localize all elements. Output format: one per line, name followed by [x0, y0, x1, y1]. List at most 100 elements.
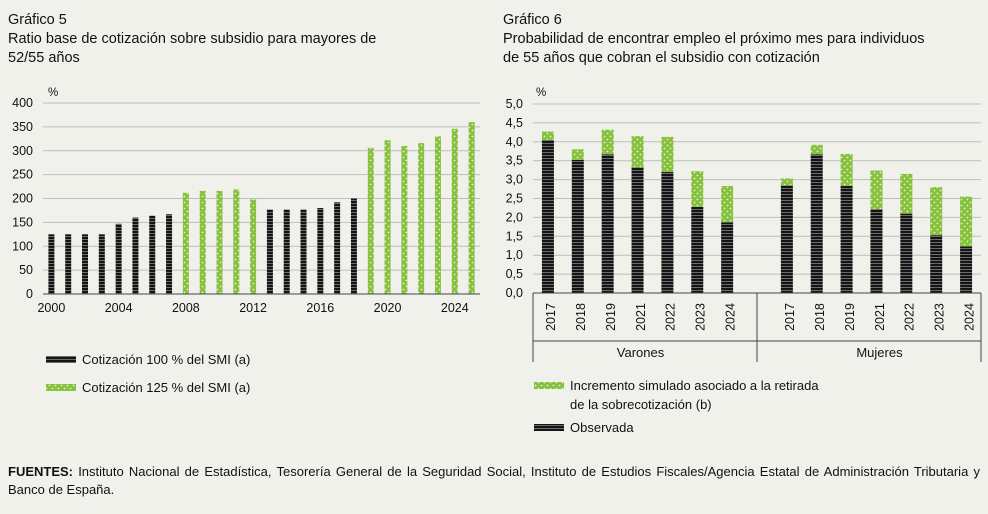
- x-tick-label: 2020: [374, 301, 402, 315]
- legend-swatch: [46, 356, 76, 363]
- bar-incremento-mujeres-2019: [840, 153, 853, 187]
- bar-incremento-varones-2019: [601, 129, 614, 155]
- bar-incremento-varones-2018: [571, 149, 584, 160]
- y-tick-label: 200: [12, 192, 33, 206]
- y-tick-label: 2,5: [506, 192, 523, 206]
- bar-2024: [451, 128, 458, 294]
- y-tick-label: 1,0: [506, 248, 523, 262]
- x-tick-label: 2018: [813, 303, 827, 331]
- bar-2010: [216, 190, 223, 294]
- sources-footer: FUENTES: Instituto Nacional de Estadísti…: [8, 463, 980, 499]
- bar-observada-mujeres-2024: [960, 246, 973, 293]
- bar-2017: [334, 202, 341, 294]
- bar-observada-varones-2024: [721, 222, 734, 293]
- y-tick-label: 0,0: [506, 286, 523, 300]
- y-axis-unit-label: %: [536, 87, 546, 99]
- legend-swatch: [46, 384, 76, 391]
- y-tick-label: 5,0: [506, 97, 523, 111]
- bar-incremento-mujeres-2021: [870, 170, 883, 210]
- chart-6-title-line-2: de 55 años que cobran el subsidio con co…: [503, 50, 820, 66]
- sources-text: Instituto Nacional de Estadística, Tesor…: [8, 464, 980, 497]
- bar-incremento-varones-2024: [721, 186, 734, 223]
- bar-2022: [418, 143, 425, 294]
- y-tick-label: 100: [12, 239, 33, 253]
- bar-2015: [300, 209, 307, 294]
- y-tick-label: 0: [26, 287, 33, 301]
- sources-label: FUENTES:: [8, 464, 73, 479]
- bar-observada-varones-2018: [571, 159, 584, 293]
- x-tick-label: 2008: [172, 301, 200, 315]
- bar-2023: [434, 136, 441, 294]
- y-tick-label: 350: [12, 120, 33, 134]
- chart-6-title-line-1: Probabilidad de encontrar empleo el próx…: [503, 31, 925, 47]
- bar-observada-varones-2021: [631, 167, 644, 293]
- legend-label: Incremento simulado asociado a la retira…: [570, 378, 819, 393]
- x-tick-label: 2022: [664, 303, 678, 331]
- legend-label: Cotización 100 % del SMI (a): [82, 352, 250, 367]
- bar-observada-varones-2022: [661, 172, 674, 293]
- bar-2004: [115, 223, 122, 294]
- bar-observada-mujeres-2019: [840, 186, 853, 293]
- bar-incremento-varones-2021: [631, 136, 644, 168]
- bar-observada-mujeres-2021: [870, 209, 883, 293]
- bar-incremento-varones-2022: [661, 136, 674, 173]
- y-axis-unit-label: %: [48, 87, 58, 99]
- bar-2000: [48, 234, 55, 294]
- y-tick-label: 3,5: [506, 154, 523, 168]
- chart-6-number: Gráfico 6: [503, 12, 562, 28]
- chart-6-title-block: Gráfico 6 Probabilidad de encontrar empl…: [503, 11, 983, 68]
- bar-2006: [149, 215, 156, 294]
- y-tick-label: 400: [12, 96, 33, 110]
- x-tick-label: 2019: [604, 303, 618, 331]
- x-tick-label: 2016: [306, 301, 334, 315]
- bar-incremento-varones-2023: [691, 171, 704, 207]
- x-tick-label: 2004: [105, 301, 133, 315]
- bar-observada-varones-2019: [601, 154, 614, 293]
- chart-5-title-line-2: 52/55 años: [8, 50, 80, 66]
- y-tick-label: 4,0: [506, 135, 523, 149]
- bar-2011: [233, 189, 240, 294]
- legend-label: Cotización 125 % del SMI (a): [82, 380, 250, 395]
- x-tick-label: 2017: [544, 303, 558, 331]
- bar-2016: [317, 208, 324, 294]
- y-tick-label: 0,5: [506, 267, 523, 281]
- bar-2014: [283, 209, 290, 294]
- legend-swatch: [534, 382, 564, 389]
- y-tick-label: 2,0: [506, 210, 523, 224]
- x-tick-label: 2017: [783, 303, 797, 331]
- bar-incremento-mujeres-2017: [780, 178, 793, 186]
- bar-2012: [250, 199, 257, 294]
- bar-observada-mujeres-2017: [780, 185, 793, 293]
- bar-2009: [199, 190, 206, 294]
- bar-incremento-mujeres-2024: [960, 196, 973, 247]
- x-tick-label: 2021: [634, 303, 648, 331]
- bar-incremento-mujeres-2022: [900, 173, 913, 214]
- bar-2021: [401, 145, 408, 294]
- x-tick-label: 2023: [694, 303, 708, 331]
- x-tick-label: 2019: [843, 303, 857, 331]
- group-label-varones: Varones: [617, 345, 665, 360]
- bar-2018: [350, 198, 357, 294]
- x-tick-label: 2012: [239, 301, 267, 315]
- chart-5-number: Gráfico 5: [8, 12, 67, 28]
- x-tick-label: 2023: [932, 303, 946, 331]
- y-tick-label: 300: [12, 144, 33, 158]
- y-tick-label: 3,0: [506, 173, 523, 187]
- y-tick-label: 4,5: [506, 116, 523, 130]
- x-tick-label: 2018: [574, 303, 588, 331]
- x-tick-label: 2024: [441, 301, 469, 315]
- bar-incremento-mujeres-2023: [930, 187, 943, 236]
- bar-2007: [166, 214, 173, 294]
- legend-swatch: [534, 424, 564, 431]
- x-tick-label: 2024: [723, 303, 737, 331]
- chart-5-title-block: Gráfico 5 Ratio base de cotización sobre…: [8, 11, 438, 68]
- bar-observada-mujeres-2023: [930, 235, 943, 293]
- bar-incremento-mujeres-2018: [810, 144, 823, 155]
- y-tick-label: 250: [12, 168, 33, 182]
- bar-2025: [468, 122, 475, 294]
- bar-observada-varones-2023: [691, 206, 704, 293]
- bar-2005: [132, 217, 139, 294]
- group-label-mujeres: Mujeres: [856, 345, 903, 360]
- bar-observada-mujeres-2018: [810, 154, 823, 293]
